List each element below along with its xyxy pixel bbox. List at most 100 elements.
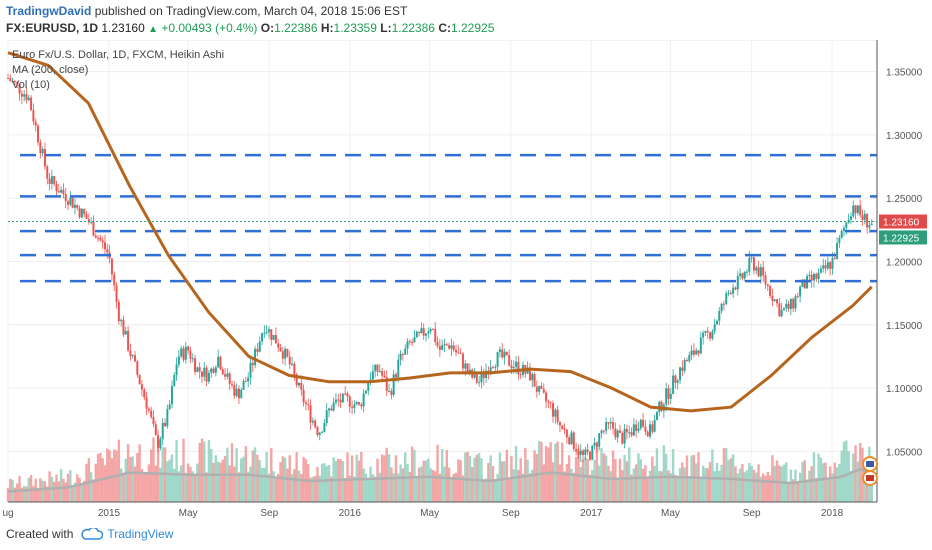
volume-bar [89,472,93,502]
volume-bar [741,464,744,502]
candle-body [833,258,836,260]
volume-bar [609,471,612,502]
volume-bar [297,470,301,502]
volume-bar [835,467,839,502]
volume-bar [385,447,388,502]
candle-body [422,328,425,336]
candle-body [166,409,169,427]
low-value: 1.22386 [391,21,435,35]
published-text: published on TradingView.com, March 04, … [94,4,408,18]
volume-bar [450,478,453,502]
candle-body [736,276,739,290]
candle-body [457,352,460,354]
candle-body [792,298,795,309]
candle-body [39,142,42,154]
candle-body [817,272,820,279]
volume-bar [722,447,726,502]
volume-bar [600,448,603,502]
volume-bar [826,478,830,502]
candle-body [755,267,758,271]
volume-bar [646,476,649,502]
volume-bar [46,486,49,502]
volume-bar [558,464,562,502]
tradingview-brand-link[interactable]: TradingView [107,527,174,541]
volume-bar [519,458,522,502]
volume-bar [678,468,682,502]
volume-bar [766,472,769,502]
candle-body [695,350,698,355]
candle-body [799,286,802,297]
candle-body [408,341,411,343]
candle-body [124,330,127,335]
volume-bar [688,476,691,502]
volume-bar [318,475,321,502]
candle-body [482,372,485,379]
volume-bar [373,476,377,502]
event-flag-icon [862,470,878,486]
volume-bar [371,474,375,502]
candle-body [685,360,688,362]
candle-body [103,242,106,250]
open-value: 1.22386 [274,21,318,35]
candle-body [427,331,430,334]
price-chart[interactable]: 1.35000 1.30000 1.25000 1.20000 1.15000 1.100… [0,40,932,520]
volume-bar [810,466,813,502]
author-link[interactable]: TradingwDavid [6,4,92,18]
volume-bar [817,453,820,502]
candle-body [48,178,51,184]
volume-bar [443,466,446,502]
candle-body [99,237,102,241]
candle-body [665,388,668,405]
candle-body [13,80,16,83]
volume-bar [671,448,675,502]
volume-bar [708,461,712,502]
volume-bar [267,473,271,502]
volume-bar [798,472,802,502]
volume-bar [99,452,102,502]
volume-bar [581,459,585,502]
volume-bar [531,469,534,502]
volume-bar [856,461,860,502]
candle-body [780,309,783,317]
candle-body [769,285,772,296]
volume-bar [725,448,728,502]
volume-bar [94,463,97,502]
candle-body [866,213,869,228]
volume-bar [842,441,846,502]
close-label: C: [438,21,451,35]
volume-bar [149,449,153,502]
candle-body [741,273,744,279]
candle-body [152,417,155,425]
volume-bar [466,451,469,502]
volume-bar [343,478,347,502]
candle-body [552,403,555,417]
candle-body [540,386,543,389]
volume-bar [547,447,550,502]
volume-bar [129,457,132,502]
candle-body [277,343,280,348]
candle-body [602,430,605,432]
candle-body [702,332,705,338]
volume-bar [501,461,504,502]
candle-body [110,258,113,275]
candle-body [431,329,434,331]
volume-bar [683,467,686,502]
volume-bar [593,460,596,502]
candle-body [565,429,568,438]
volume-bar [701,465,705,502]
candle-body [498,349,501,352]
volume-bar [295,452,298,502]
candle-body [173,375,176,387]
volume-bar [614,459,617,502]
volume-bar [745,470,749,502]
volume-bar [62,478,65,502]
candle-body [824,265,827,269]
candle-body [819,268,822,273]
candle-body [831,258,834,269]
volume-bar [325,465,328,502]
candle-body [360,404,363,407]
volume-bar [422,460,425,502]
volume-bar [87,458,91,502]
candle-body [46,166,49,179]
volume-bar [260,467,264,502]
